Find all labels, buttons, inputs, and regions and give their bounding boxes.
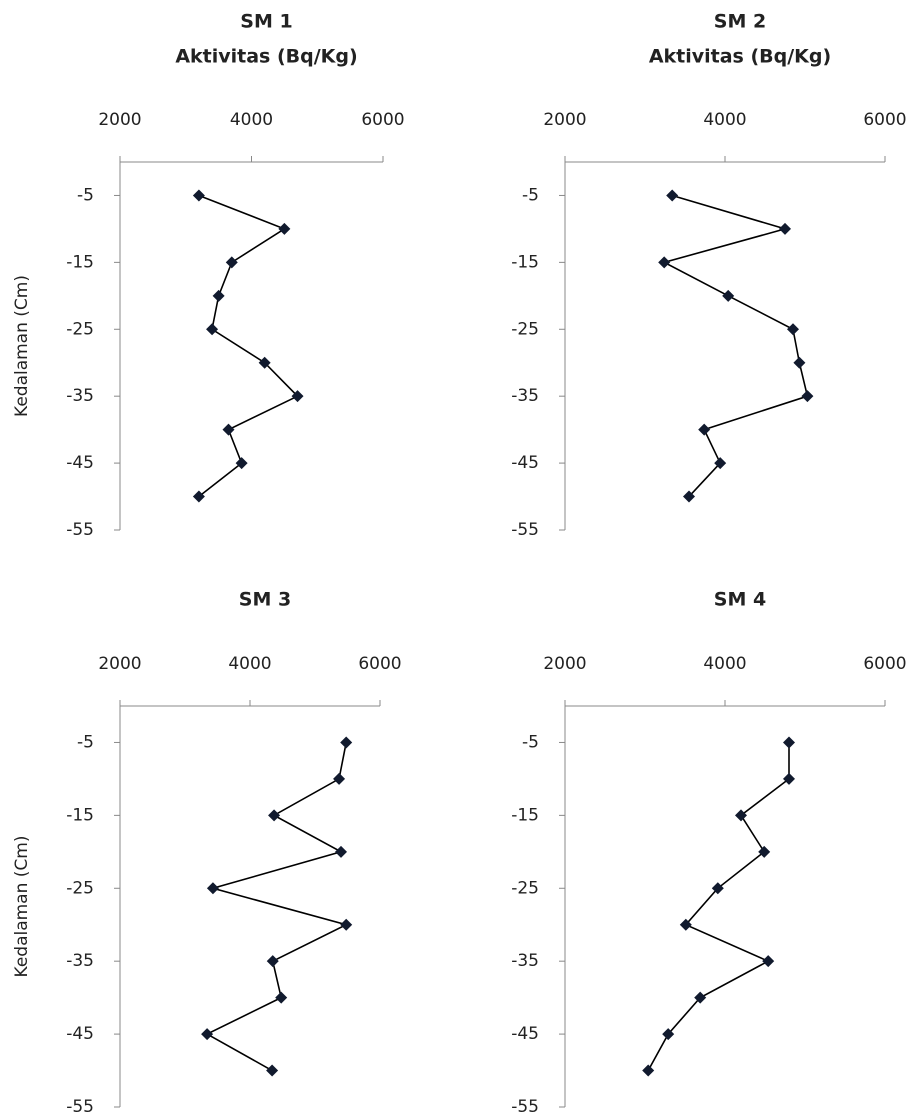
y-tick-label: -55: [511, 520, 539, 540]
data-point: [340, 736, 352, 748]
y-tick-label: -15: [511, 805, 539, 825]
data-line: [207, 742, 346, 1070]
x-tick-label: 4000: [230, 110, 273, 130]
data-line: [199, 195, 298, 496]
data-point: [213, 290, 225, 302]
data-point: [333, 773, 345, 785]
y-tick-label: -45: [66, 453, 94, 473]
y-tick-label: -55: [66, 1097, 94, 1117]
x-axis-label: Aktivitas (Bq/Kg): [175, 46, 357, 68]
x-tick-label: 4000: [228, 654, 271, 674]
data-point: [762, 955, 774, 967]
data-line: [648, 742, 789, 1070]
data-point: [335, 846, 347, 858]
data-point: [201, 1028, 213, 1040]
data-point: [783, 773, 795, 785]
data-point: [193, 189, 205, 201]
y-tick-label: -35: [66, 951, 94, 971]
data-point: [666, 189, 678, 201]
y-tick-label: -5: [77, 185, 94, 205]
data-point: [340, 919, 352, 931]
x-axis-label: Aktivitas (Bq/Kg): [649, 46, 831, 68]
subplot-title: SM 3: [239, 589, 291, 611]
data-point: [722, 290, 734, 302]
data-point: [267, 955, 279, 967]
data-point: [222, 424, 234, 436]
data-point: [268, 809, 280, 821]
y-tick-label: -55: [66, 520, 94, 540]
subplot-title: SM 4: [714, 589, 766, 611]
y-tick-label: -15: [511, 252, 539, 272]
x-tick-label: 2000: [98, 654, 141, 674]
data-point: [275, 992, 287, 1004]
x-tick-label: 2000: [543, 654, 586, 674]
y-tick-label: -35: [511, 951, 539, 971]
x-tick-label: 2000: [98, 110, 141, 130]
subplot-title: SM 1: [240, 11, 292, 33]
y-tick-label: -5: [77, 732, 94, 752]
y-tick-label: -25: [511, 319, 539, 339]
data-point: [207, 882, 219, 894]
data-point: [658, 256, 670, 268]
y-tick-label: -5: [522, 185, 539, 205]
y-tick-label: -15: [66, 805, 94, 825]
y-axis-label: Kedalaman (Cm): [12, 836, 32, 978]
data-point: [226, 256, 238, 268]
y-tick-label: -25: [511, 878, 539, 898]
data-point: [801, 390, 813, 402]
x-tick-label: 6000: [863, 110, 906, 130]
subplot-title: SM 2: [714, 11, 766, 33]
y-tick-label: -5: [522, 732, 539, 752]
y-tick-label: -35: [66, 386, 94, 406]
data-point: [779, 223, 791, 235]
x-tick-label: 2000: [543, 110, 586, 130]
y-tick-label: -35: [511, 386, 539, 406]
y-tick-label: -45: [511, 1024, 539, 1044]
y-tick-label: -45: [66, 1024, 94, 1044]
data-point: [735, 809, 747, 821]
y-tick-label: -15: [66, 252, 94, 272]
x-tick-label: 6000: [358, 654, 401, 674]
x-tick-label: 4000: [703, 654, 746, 674]
x-tick-label: 6000: [361, 110, 404, 130]
x-tick-label: 4000: [703, 110, 746, 130]
data-point: [206, 323, 218, 335]
data-point: [787, 323, 799, 335]
data-point: [783, 736, 795, 748]
y-tick-label: -45: [511, 453, 539, 473]
data-point: [278, 223, 290, 235]
y-tick-label: -55: [511, 1097, 539, 1117]
y-tick-label: -25: [66, 878, 94, 898]
data-point: [642, 1065, 654, 1077]
data-line: [664, 195, 807, 496]
data-point: [793, 357, 805, 369]
x-tick-label: 6000: [863, 654, 906, 674]
data-point: [698, 424, 710, 436]
y-tick-label: -25: [66, 319, 94, 339]
data-point: [266, 1065, 278, 1077]
chart: SM 1 Aktivitas (Bq/Kg) Kedalaman (Cm) 2000 4…: [0, 0, 919, 1118]
y-axis-label: Kedalaman (Cm): [12, 275, 32, 417]
page: SM 1 Aktivitas (Bq/Kg) Kedalaman (Cm) 2000 4…: [0, 0, 919, 1118]
